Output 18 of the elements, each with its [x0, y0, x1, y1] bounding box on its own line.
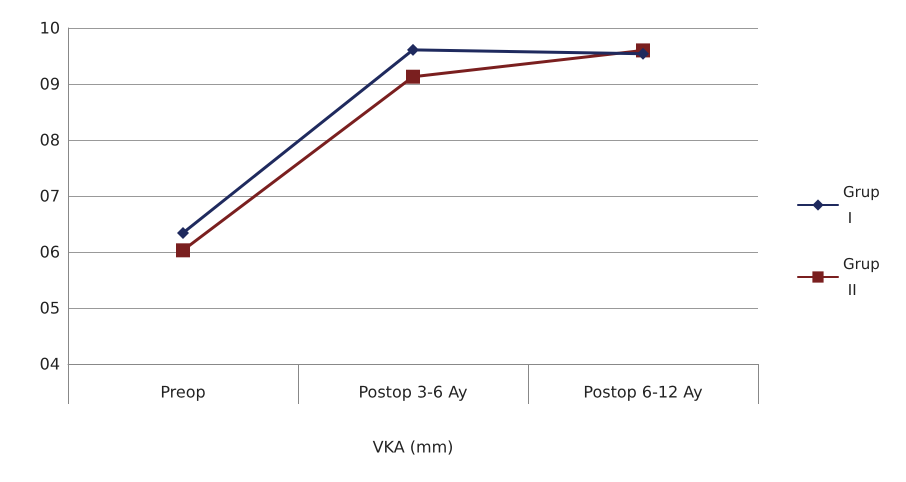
- y-tick-label: 07: [40, 186, 60, 206]
- y-tick-label: 05: [40, 298, 60, 318]
- legend-label: Grup II: [843, 255, 880, 299]
- point: [637, 48, 649, 60]
- y-tick-label: 08: [40, 130, 60, 150]
- x-tick-label: Postop 6-12 Ay: [583, 382, 703, 402]
- x-tick-label: Preop: [160, 382, 206, 402]
- x-tick-label: Postop 3-6 Ay: [358, 382, 468, 402]
- y-tick-label: 06: [40, 242, 60, 262]
- legend-label: Grup I: [843, 183, 880, 227]
- point: [176, 243, 190, 258]
- x-axis-title: VKA (mm): [372, 438, 454, 456]
- point: [177, 226, 189, 239]
- point: [407, 44, 419, 56]
- y-tick-label: 10: [40, 18, 60, 38]
- y-tick-label: 09: [40, 74, 60, 94]
- y-tick-label: 04: [40, 354, 60, 374]
- point: [406, 70, 420, 84]
